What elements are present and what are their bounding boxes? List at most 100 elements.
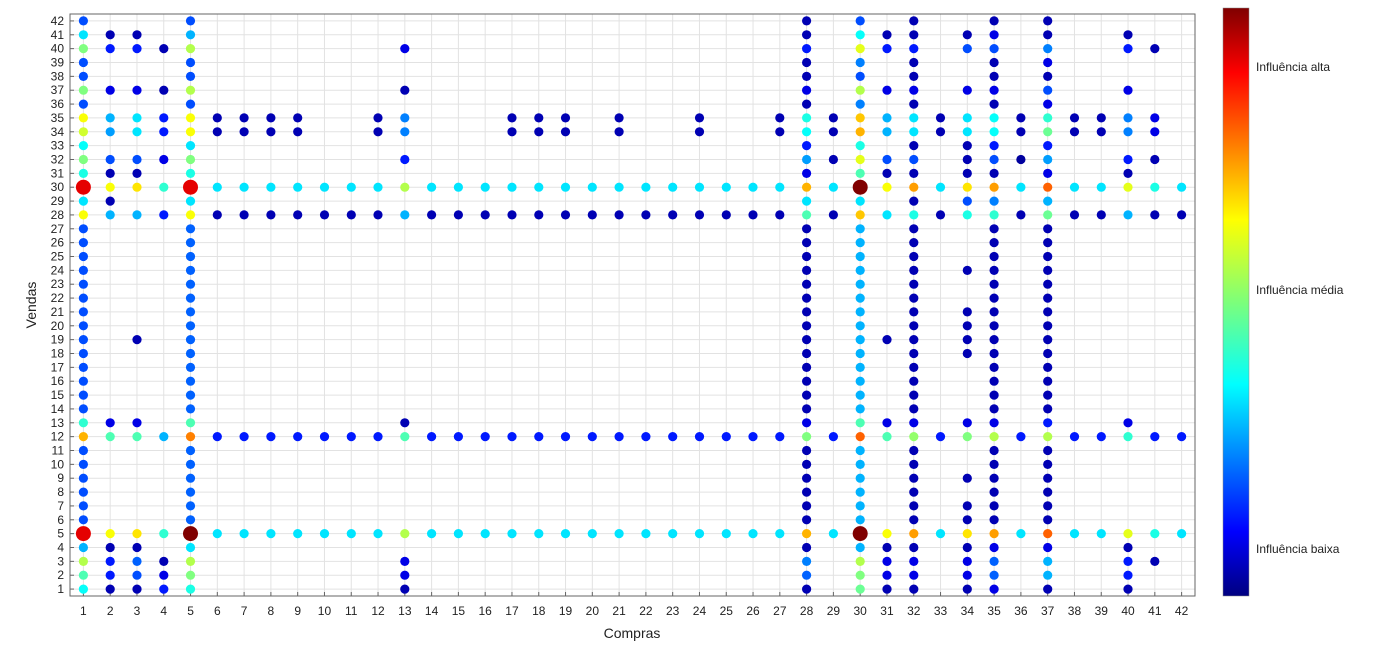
y-tick-label: 11 bbox=[52, 444, 65, 458]
data-point bbox=[159, 570, 169, 580]
data-point bbox=[1016, 154, 1026, 165]
data-point bbox=[132, 542, 142, 553]
data-point bbox=[400, 210, 410, 220]
data-point bbox=[239, 127, 249, 137]
data-point bbox=[909, 307, 919, 317]
data-point bbox=[989, 265, 999, 275]
data-point bbox=[78, 362, 88, 372]
data-point bbox=[855, 307, 865, 317]
data-point bbox=[507, 529, 517, 539]
data-point bbox=[989, 570, 999, 580]
data-point bbox=[373, 432, 383, 442]
data-point bbox=[748, 529, 758, 539]
data-point bbox=[989, 348, 999, 359]
data-point bbox=[373, 127, 383, 137]
data-point bbox=[185, 113, 196, 123]
x-tick-label: 30 bbox=[853, 604, 867, 618]
data-point bbox=[185, 556, 196, 567]
data-point bbox=[105, 556, 115, 567]
data-point bbox=[105, 432, 115, 442]
data-point bbox=[1043, 238, 1053, 248]
data-point bbox=[293, 182, 303, 192]
data-point bbox=[909, 196, 919, 206]
data-point bbox=[78, 57, 88, 68]
data-point bbox=[400, 529, 410, 539]
data-point bbox=[1069, 432, 1080, 442]
data-point bbox=[882, 584, 892, 594]
data-point bbox=[614, 182, 624, 192]
data-point bbox=[400, 182, 410, 192]
data-point bbox=[78, 404, 88, 414]
data-point bbox=[802, 30, 812, 40]
data-point bbox=[132, 570, 142, 580]
data-point bbox=[802, 335, 812, 345]
data-point bbox=[1096, 529, 1106, 539]
data-point bbox=[1043, 501, 1053, 511]
data-point bbox=[962, 113, 972, 123]
x-tick-label: 33 bbox=[934, 604, 948, 618]
data-point bbox=[266, 432, 276, 442]
data-point bbox=[882, 335, 892, 345]
data-point bbox=[185, 570, 196, 580]
data-point bbox=[909, 542, 919, 553]
data-point bbox=[1177, 529, 1187, 539]
data-point bbox=[748, 432, 758, 442]
data-point bbox=[909, 238, 919, 248]
y-tick-label: 4 bbox=[57, 541, 64, 555]
data-point bbox=[400, 556, 410, 567]
data-point bbox=[183, 179, 198, 195]
data-point bbox=[1043, 16, 1053, 26]
data-point bbox=[909, 390, 919, 400]
data-point bbox=[909, 445, 919, 456]
data-point bbox=[989, 404, 999, 414]
data-point bbox=[1043, 542, 1053, 553]
data-point bbox=[855, 71, 865, 81]
data-point bbox=[587, 529, 597, 539]
data-point bbox=[989, 432, 999, 442]
y-axis-label: Vendas bbox=[23, 282, 39, 329]
data-point bbox=[105, 85, 115, 95]
data-point bbox=[1150, 44, 1160, 54]
y-tick-label: 10 bbox=[51, 457, 65, 471]
data-point bbox=[802, 542, 812, 553]
data-point bbox=[78, 515, 88, 525]
data-point bbox=[855, 127, 865, 137]
data-point bbox=[1123, 432, 1133, 442]
data-point bbox=[909, 362, 919, 372]
data-point bbox=[802, 321, 812, 331]
data-point bbox=[185, 376, 196, 386]
data-point bbox=[1069, 113, 1080, 123]
data-point bbox=[346, 210, 356, 220]
data-point bbox=[1123, 210, 1133, 220]
data-point bbox=[185, 335, 196, 345]
data-point bbox=[159, 529, 169, 539]
data-point bbox=[852, 179, 868, 195]
data-point bbox=[909, 529, 919, 539]
data-point bbox=[989, 445, 999, 456]
data-point bbox=[1123, 30, 1133, 40]
data-point bbox=[1043, 127, 1053, 137]
data-point bbox=[159, 127, 169, 137]
data-point bbox=[989, 584, 999, 594]
data-point bbox=[802, 251, 812, 262]
data-point bbox=[775, 113, 785, 123]
data-point bbox=[185, 265, 196, 275]
data-point bbox=[132, 168, 142, 178]
data-point bbox=[400, 154, 410, 165]
data-point bbox=[802, 44, 812, 54]
data-point bbox=[962, 432, 972, 442]
data-point bbox=[962, 584, 972, 594]
data-point bbox=[78, 376, 88, 386]
data-point bbox=[989, 30, 999, 40]
data-point bbox=[1043, 515, 1053, 525]
x-tick-label: 8 bbox=[268, 604, 275, 618]
data-point bbox=[1150, 529, 1160, 539]
data-point bbox=[802, 113, 812, 123]
data-point bbox=[882, 529, 892, 539]
data-point bbox=[185, 501, 196, 511]
data-point bbox=[852, 526, 868, 542]
data-point bbox=[802, 418, 812, 428]
data-point bbox=[909, 127, 919, 137]
data-point bbox=[694, 113, 705, 123]
data-point bbox=[1177, 432, 1187, 442]
